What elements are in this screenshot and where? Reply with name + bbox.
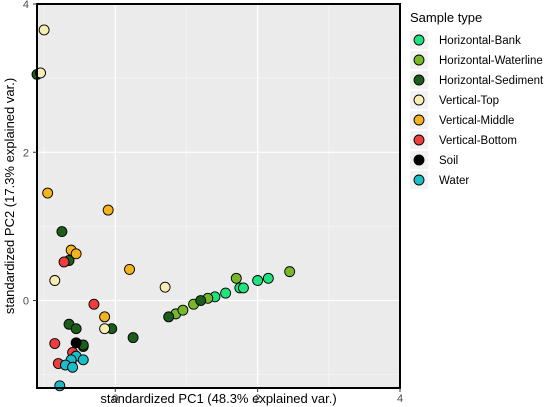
- x-tick-label: 0: [112, 393, 118, 405]
- data-points: [31, 24, 296, 392]
- data-point: [49, 338, 61, 349]
- data-point: [159, 281, 171, 293]
- data-point: [70, 337, 82, 349]
- legend-marker: [413, 54, 425, 66]
- legend-label: Soil: [439, 155, 458, 167]
- axis-ticks: 0 2 4 0 2 4: [23, 0, 403, 405]
- y-tick-label: 2: [23, 147, 29, 159]
- legend-label: Horizontal-Bank: [439, 35, 521, 47]
- data-point: [42, 187, 54, 199]
- data-point: [99, 323, 111, 335]
- data-point: [58, 256, 70, 268]
- data-point: [35, 67, 47, 79]
- legend-marker: [413, 94, 425, 106]
- y-tick-label: 0: [23, 296, 29, 308]
- x-axis-label: standardized PC1 (48.3% explained var.): [100, 391, 336, 406]
- data-point: [124, 263, 135, 275]
- legend-marker: [413, 154, 425, 166]
- legend-marker: [413, 174, 425, 186]
- y-tick-label: 4: [23, 0, 29, 11]
- data-point: [56, 226, 68, 238]
- data-point: [195, 295, 207, 306]
- legend-marker: [413, 74, 425, 86]
- data-point: [38, 24, 50, 36]
- data-point: [77, 354, 89, 366]
- legend-label: Horizontal-Waterline: [439, 55, 543, 67]
- legend-label: Vertical-Bottom: [439, 135, 517, 147]
- plot-panel: [37, 4, 400, 388]
- data-point: [67, 361, 79, 373]
- data-point: [49, 275, 61, 286]
- data-point: [127, 332, 139, 344]
- data-point: [230, 272, 242, 284]
- data-point: [99, 311, 111, 323]
- legend-marker: [413, 114, 425, 126]
- data-point: [54, 380, 66, 392]
- legend-marker: [413, 34, 425, 46]
- data-point: [220, 287, 232, 299]
- legend-label: Water: [439, 175, 469, 187]
- data-point: [70, 323, 82, 335]
- x-tick-label: 2: [255, 393, 261, 405]
- legend-title: Sample type: [410, 10, 482, 25]
- data-point: [262, 272, 274, 284]
- y-axis-label: standardized PC2 (17.3% explained var.): [2, 78, 17, 314]
- data-point: [284, 266, 296, 278]
- data-point: [70, 248, 82, 260]
- data-point: [102, 204, 114, 216]
- legend-label: Vertical-Middle: [439, 115, 514, 127]
- x-tick-label: 4: [397, 393, 403, 405]
- legend-label: Horizontal-Sediment: [439, 75, 544, 87]
- data-point: [88, 298, 100, 310]
- data-point: [252, 275, 264, 286]
- legend-marker: [413, 134, 425, 146]
- legend: Sample type Horizontal-Bank Horizontal-Wa…: [410, 10, 544, 189]
- legend-label: Vertical-Top: [439, 95, 499, 107]
- data-point: [177, 304, 189, 316]
- data-point: [237, 282, 249, 294]
- plot-frame: [36, 3, 401, 389]
- data-point: [163, 311, 175, 323]
